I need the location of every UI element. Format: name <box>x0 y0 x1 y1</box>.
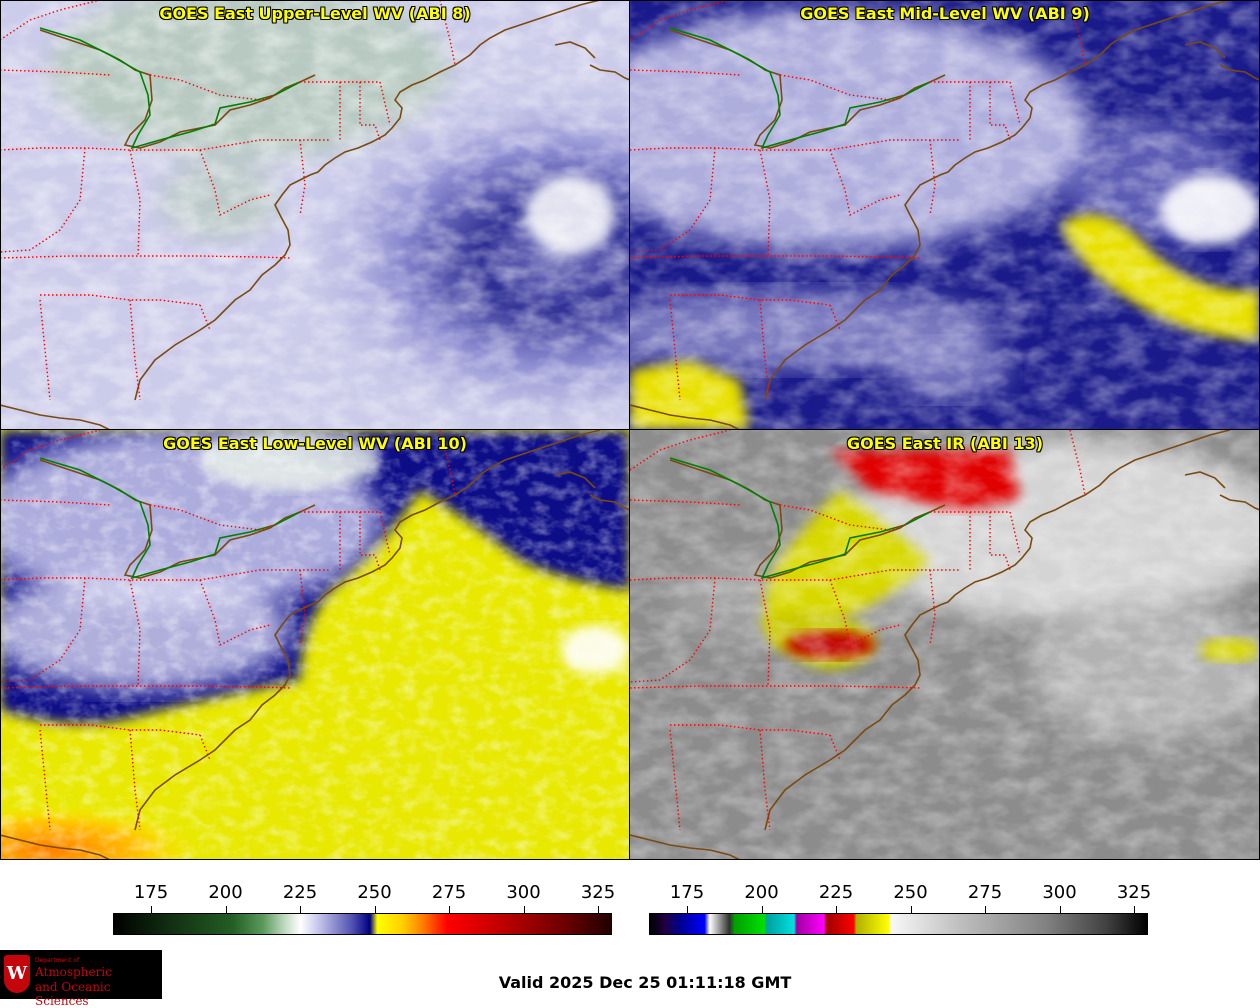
colorbar-tick-mark <box>449 906 450 913</box>
ir-image <box>630 430 1260 860</box>
colorbar-tick-mark <box>300 906 301 913</box>
panel-ir: GOES East IR (ABI 13) <box>630 430 1260 860</box>
upper-level-wv-image <box>0 0 630 430</box>
wv-colorbar: 175 200 225 250 275 300 325 <box>113 878 616 938</box>
colorbar-tick-label: 275 <box>431 882 467 903</box>
ir-colorbar-ticks: 175 200 225 250 275 300 325 <box>649 878 1152 913</box>
logo-line1: Atmospheric <box>35 965 112 979</box>
colorbar-tick-mark <box>1059 906 1061 913</box>
colorbar-tick-label: 250 <box>357 882 392 903</box>
ir-colorbar-gradient <box>649 913 1148 935</box>
colorbar-tick-label: 325 <box>1116 882 1152 903</box>
colorbar-tick-mark <box>836 906 837 913</box>
colorbar-tick-label: 175 <box>133 882 169 903</box>
colorbar-tick-mark <box>598 906 599 913</box>
panel-title: GOES East Mid-Level WV (ABI 9) <box>800 4 1090 23</box>
colorbar-tick-label: 175 <box>669 882 705 903</box>
panel-title: GOES East IR (ABI 13) <box>846 434 1044 453</box>
colorbar-tick-mark <box>151 906 152 913</box>
mid-level-wv-image <box>630 0 1260 430</box>
wv-colorbar-ticks: 175 200 225 250 275 300 325 <box>113 878 616 913</box>
colorbar-tick-label: 300 <box>1042 882 1077 903</box>
colorbar-tick-mark <box>687 906 688 913</box>
panel-upper-level-wv: GOES East Upper-Level WV (ABI 8) <box>0 0 630 430</box>
colorbar-tick-label: 275 <box>967 882 1003 903</box>
panel-divider-vertical <box>629 0 630 860</box>
panel-title: GOES East Upper-Level WV (ABI 8) <box>159 4 471 23</box>
low-level-wv-image <box>0 430 630 860</box>
colorbar-tick-mark <box>374 906 376 913</box>
colorbar-tick-label: 225 <box>818 882 854 903</box>
colorbar-tick-mark <box>1134 906 1135 913</box>
colorbar-tick-mark <box>523 906 525 913</box>
valid-time: Valid 2025 Dec 25 01:11:18 GMT <box>498 973 792 992</box>
aos-logo: W Department of Atmospheric and Oceanic … <box>0 950 162 1008</box>
logo-dept-text: Department of <box>35 957 79 964</box>
wv-colorbar-gradient <box>113 913 612 935</box>
panel-divider-horizontal <box>0 429 1260 430</box>
colorbar-tick-label: 325 <box>580 882 616 903</box>
colorbar-tick-label: 250 <box>893 882 928 903</box>
colorbar-tick-mark <box>910 906 912 913</box>
colorbar-tick-mark <box>761 906 763 913</box>
colorbar-tick-label: 200 <box>208 882 243 903</box>
colorbar-tick-label: 300 <box>506 882 541 903</box>
colorbar-tick-label: 200 <box>744 882 779 903</box>
ir-colorbar: 175 200 225 250 275 300 325 <box>649 878 1152 938</box>
colorbar-tick-mark <box>225 906 227 913</box>
panel-title: GOES East Low-Level WV (ABI 10) <box>163 434 467 453</box>
colorbar-tick-label: 225 <box>282 882 318 903</box>
uw-shield-icon: W <box>4 955 30 993</box>
colorbar-tick-mark <box>985 906 986 913</box>
panel-low-level-wv: GOES East Low-Level WV (ABI 10) <box>0 430 630 860</box>
panel-mid-level-wv: GOES East Mid-Level WV (ABI 9) <box>630 0 1260 430</box>
